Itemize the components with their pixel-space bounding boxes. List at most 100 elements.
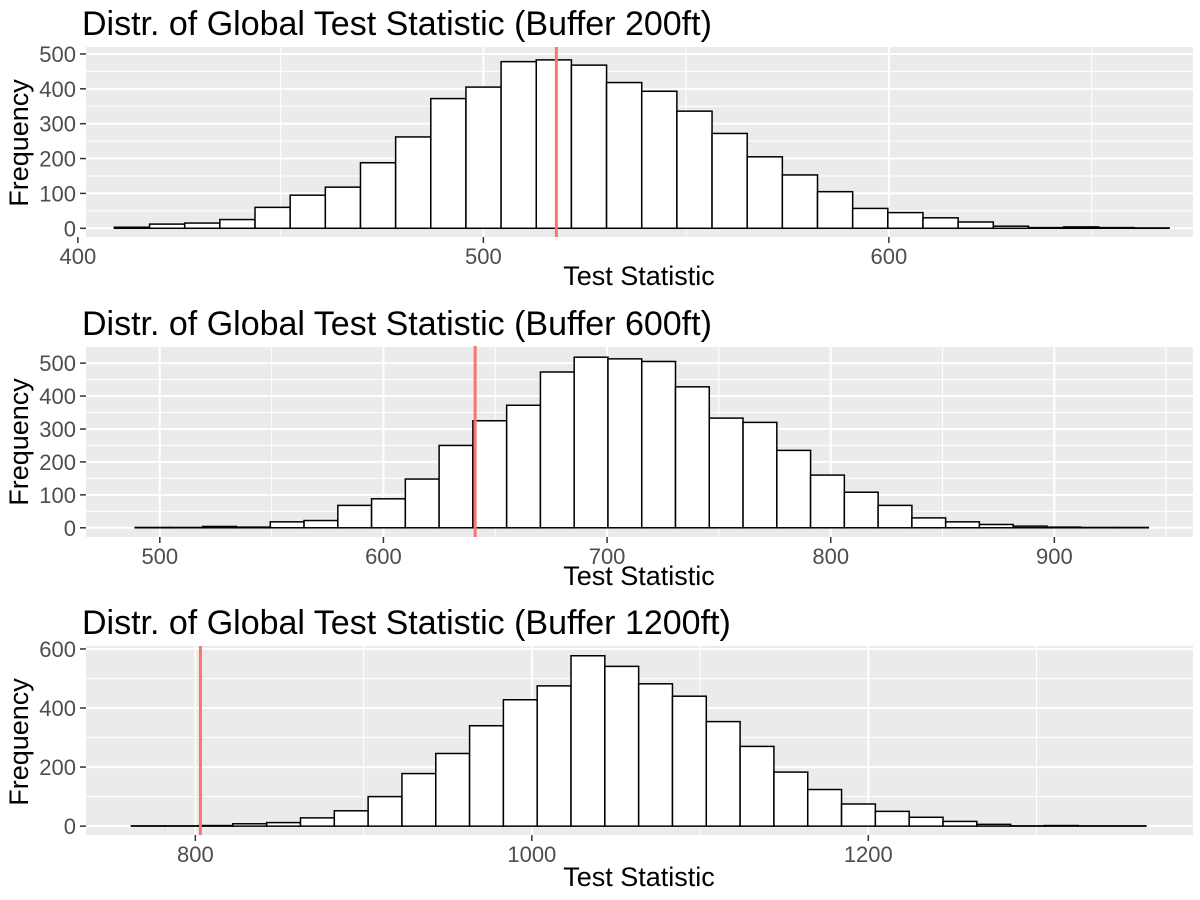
histogram-bar xyxy=(303,519,339,529)
histogram-bar xyxy=(438,444,474,529)
histogram-bar xyxy=(201,525,238,529)
y-tick-label: 100 xyxy=(39,483,76,508)
x-tick-label: 800 xyxy=(812,544,849,569)
histogram-bar xyxy=(922,217,959,230)
y-tick-label: 400 xyxy=(39,77,76,102)
histogram-bar xyxy=(570,654,606,827)
y-tick-label: 600 xyxy=(39,637,76,662)
histogram-bar xyxy=(607,358,643,529)
y-tick-label: 0 xyxy=(64,216,76,241)
histogram-bar xyxy=(942,820,978,827)
y-axis-title-3: Frequency xyxy=(4,678,34,806)
histogram-bar xyxy=(887,211,924,230)
histogram-bar xyxy=(843,491,879,529)
y-tick-label: 300 xyxy=(39,417,76,442)
histogram-panel-1: Distr. of Global Test Statistic (Buffer … xyxy=(4,5,1193,291)
y-tick-label: 400 xyxy=(39,384,76,409)
histogram-bar xyxy=(198,824,234,827)
histogram-bar xyxy=(573,356,609,529)
y-ticks-2: 0 100 200 300 400 500 xyxy=(39,351,86,541)
y-tick-label: 200 xyxy=(39,147,76,172)
y-ticks-3: 0 200 400 600 xyxy=(39,637,86,839)
y-axis-title-2: Frequency xyxy=(4,378,34,506)
y-ticks-1: 0 100 200 300 400 500 xyxy=(39,42,86,241)
histogram-bar xyxy=(978,523,1014,529)
histogram-bar xyxy=(640,90,678,230)
histogram-bar xyxy=(219,218,256,230)
histogram-bar xyxy=(711,132,748,230)
histogram-bar xyxy=(1027,226,1065,230)
histogram-bar xyxy=(992,225,1030,230)
histogram-bar xyxy=(746,156,784,230)
histogram-bar xyxy=(1062,226,1100,230)
histogram-bar xyxy=(265,821,302,827)
x-axis-title-2: Test Statistic xyxy=(563,561,715,591)
histogram-bar xyxy=(739,745,775,827)
histogram-bar xyxy=(1098,226,1135,230)
x-axis-title-3: Test Statistic xyxy=(563,862,715,892)
x-ticks-2: 500 600 700 800 900 xyxy=(141,537,1073,569)
histogram-bar xyxy=(640,360,677,529)
bars-3 xyxy=(130,654,1147,827)
histogram-bar xyxy=(289,194,327,230)
histogram-bar xyxy=(637,683,674,827)
histogram-bar xyxy=(148,223,186,230)
y-tick-label: 300 xyxy=(39,112,76,137)
histogram-bar xyxy=(468,724,505,827)
y-tick-label: 200 xyxy=(39,755,76,780)
histogram-bar xyxy=(536,685,572,827)
histogram-bar xyxy=(809,474,846,529)
histogram-bar xyxy=(570,64,608,230)
y-tick-label: 500 xyxy=(39,42,76,67)
histogram-bar xyxy=(539,371,575,529)
chart-title-3: Distr. of Global Test Statistic (Buffer … xyxy=(82,604,731,642)
histogram-bar xyxy=(324,186,362,230)
histogram-bar xyxy=(505,404,542,529)
histogram-bar xyxy=(502,698,538,827)
histogram-bar xyxy=(299,817,336,827)
x-axis-title-1: Test Statistic xyxy=(563,261,715,291)
histogram-bar xyxy=(337,504,373,529)
histogram-bar xyxy=(465,86,502,230)
x-tick-label: 800 xyxy=(177,842,214,867)
x-tick-label: 900 xyxy=(1036,544,1073,569)
histogram-bar xyxy=(430,97,467,230)
histogram-bar xyxy=(776,449,812,529)
histogram-bar xyxy=(742,421,778,529)
histogram-bar xyxy=(976,823,1012,827)
chart-title-2: Distr. of Global Test Statistic (Buffer … xyxy=(82,305,712,343)
histogram-bar xyxy=(1012,525,1048,529)
histogram-bar xyxy=(183,222,221,230)
histogram-bar xyxy=(370,498,407,529)
histogram-bar xyxy=(604,665,640,827)
x-tick-label: 400 xyxy=(60,244,97,269)
histogram-bar xyxy=(816,190,854,230)
chart-title-1: Distr. of Global Test Statistic (Buffer … xyxy=(82,5,712,43)
y-tick-label: 100 xyxy=(39,181,76,206)
histogram-bar xyxy=(877,504,913,529)
x-ticks-1: 400 500 600 xyxy=(60,237,907,269)
x-tick-label: 700 xyxy=(589,544,626,569)
histogram-bar xyxy=(269,521,305,529)
y-tick-label: 500 xyxy=(39,351,76,376)
histogram-bar xyxy=(605,81,643,230)
histogram-bar xyxy=(333,810,369,827)
histogram-bar xyxy=(674,386,711,529)
y-tick-label: 0 xyxy=(64,814,76,839)
histogram-bar xyxy=(944,521,981,529)
histogram-bar xyxy=(367,795,403,827)
histogram-bar xyxy=(957,221,995,230)
y-tick-label: 400 xyxy=(39,696,76,721)
histogram-bar xyxy=(394,136,432,230)
y-axis-title-1: Frequency xyxy=(4,79,34,207)
x-tick-label: 600 xyxy=(365,544,402,569)
histogram-bar xyxy=(404,478,440,529)
y-tick-label: 0 xyxy=(64,516,76,541)
histogram-bar xyxy=(113,226,151,230)
histogram-bar xyxy=(1046,526,1082,529)
histogram-bar xyxy=(773,771,809,827)
histogram-bar xyxy=(908,816,944,827)
x-tick-label: 500 xyxy=(465,244,502,269)
histogram-panel-3: Distr. of Global Test Statistic (Buffer … xyxy=(4,604,1193,892)
